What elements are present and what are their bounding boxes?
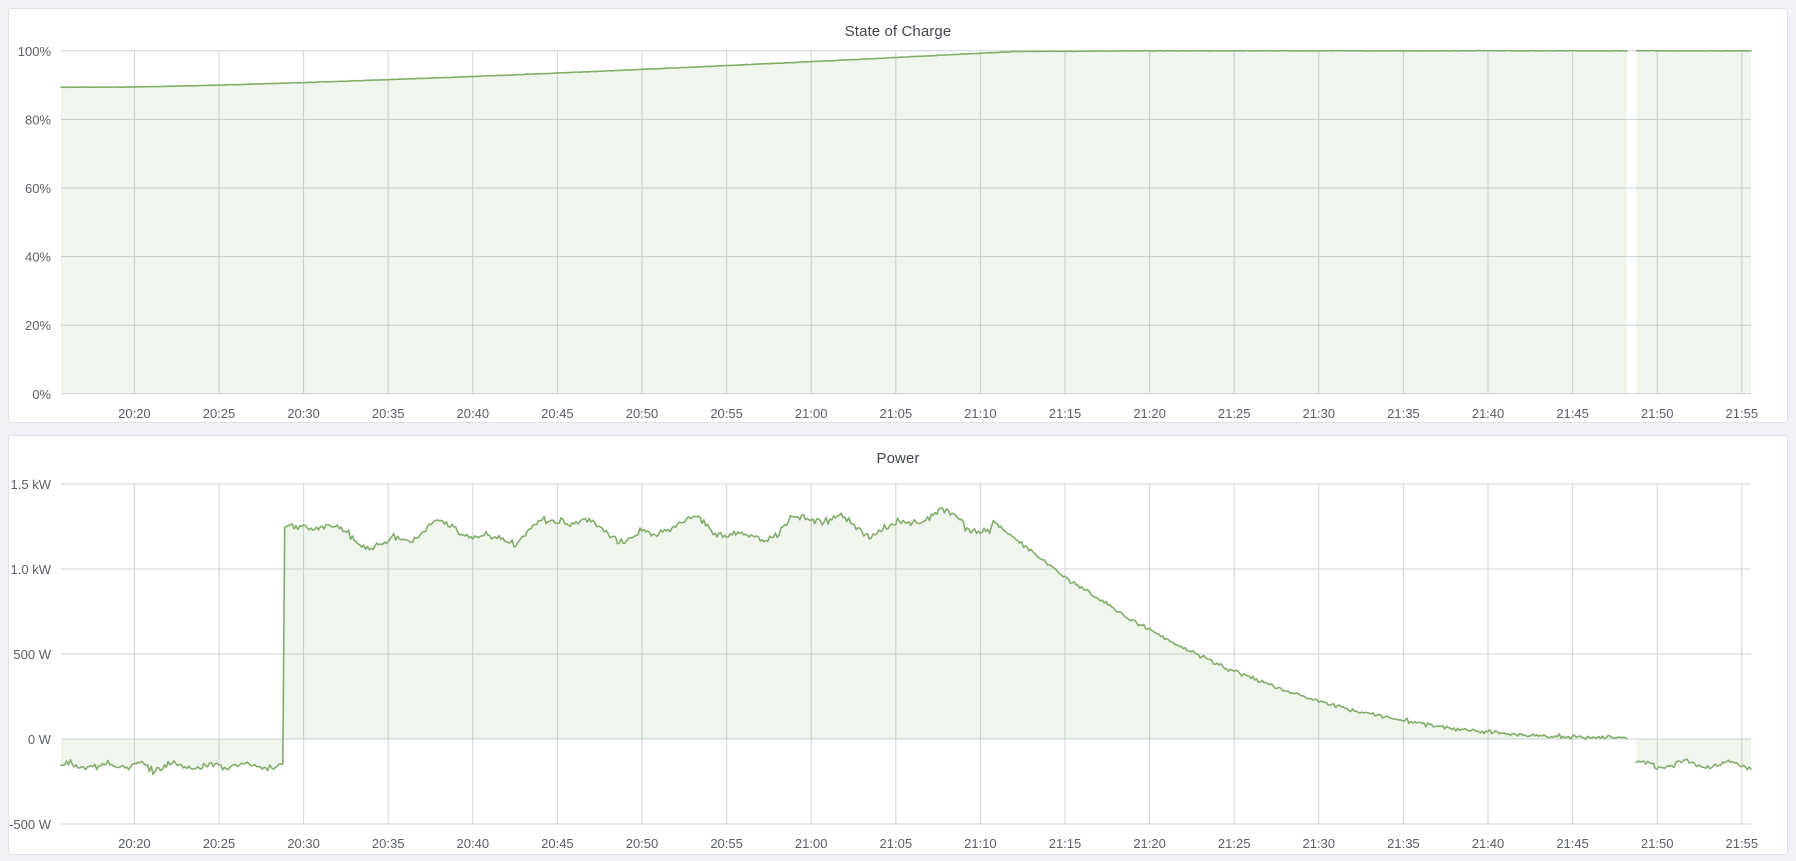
svg-text:20:45: 20:45 <box>541 406 574 421</box>
svg-text:0%: 0% <box>32 387 51 402</box>
svg-text:21:15: 21:15 <box>1049 836 1082 851</box>
svg-text:21:05: 21:05 <box>880 836 913 851</box>
svg-text:21:05: 21:05 <box>880 406 913 421</box>
svg-text:21:40: 21:40 <box>1472 836 1505 851</box>
svg-text:21:10: 21:10 <box>964 406 997 421</box>
svg-text:20:50: 20:50 <box>626 406 659 421</box>
svg-text:20:25: 20:25 <box>203 836 236 851</box>
svg-text:21:50: 21:50 <box>1641 836 1674 851</box>
svg-text:20:30: 20:30 <box>287 406 320 421</box>
svg-text:21:25: 21:25 <box>1218 406 1251 421</box>
svg-text:21:55: 21:55 <box>1726 836 1759 851</box>
svg-text:20:50: 20:50 <box>626 836 659 851</box>
svg-text:40%: 40% <box>25 250 51 265</box>
svg-text:500 W: 500 W <box>13 647 51 662</box>
svg-text:0 W: 0 W <box>28 732 52 747</box>
svg-text:20:35: 20:35 <box>372 836 405 851</box>
svg-text:20%: 20% <box>25 318 51 333</box>
svg-text:-500 W: -500 W <box>9 817 52 832</box>
svg-text:21:30: 21:30 <box>1303 836 1336 851</box>
svg-text:21:50: 21:50 <box>1641 406 1674 421</box>
svg-text:21:35: 21:35 <box>1387 836 1420 851</box>
svg-text:21:55: 21:55 <box>1726 406 1759 421</box>
svg-text:21:20: 21:20 <box>1133 836 1166 851</box>
svg-text:21:40: 21:40 <box>1472 406 1505 421</box>
svg-text:21:30: 21:30 <box>1303 406 1336 421</box>
svg-text:20:40: 20:40 <box>457 836 490 851</box>
svg-text:21:25: 21:25 <box>1218 836 1251 851</box>
svg-text:21:35: 21:35 <box>1387 406 1420 421</box>
svg-text:20:40: 20:40 <box>457 406 490 421</box>
svg-text:21:10: 21:10 <box>964 836 997 851</box>
svg-text:21:00: 21:00 <box>795 406 828 421</box>
svg-text:21:45: 21:45 <box>1556 836 1589 851</box>
svg-text:20:20: 20:20 <box>118 836 151 851</box>
svg-text:60%: 60% <box>25 181 51 196</box>
svg-text:1.5 kW: 1.5 kW <box>11 477 52 492</box>
svg-text:21:00: 21:00 <box>795 836 828 851</box>
svg-text:21:45: 21:45 <box>1556 406 1589 421</box>
svg-text:20:45: 20:45 <box>541 836 574 851</box>
svg-text:1.0 kW: 1.0 kW <box>11 562 52 577</box>
svg-text:20:35: 20:35 <box>372 406 405 421</box>
svg-text:80%: 80% <box>25 112 51 127</box>
svg-text:20:30: 20:30 <box>287 836 320 851</box>
svg-text:20:25: 20:25 <box>203 406 236 421</box>
svg-text:20:55: 20:55 <box>710 406 743 421</box>
svg-text:20:20: 20:20 <box>118 406 151 421</box>
svg-text:21:15: 21:15 <box>1049 406 1082 421</box>
svg-text:20:55: 20:55 <box>710 836 743 851</box>
svg-text:21:20: 21:20 <box>1133 406 1166 421</box>
